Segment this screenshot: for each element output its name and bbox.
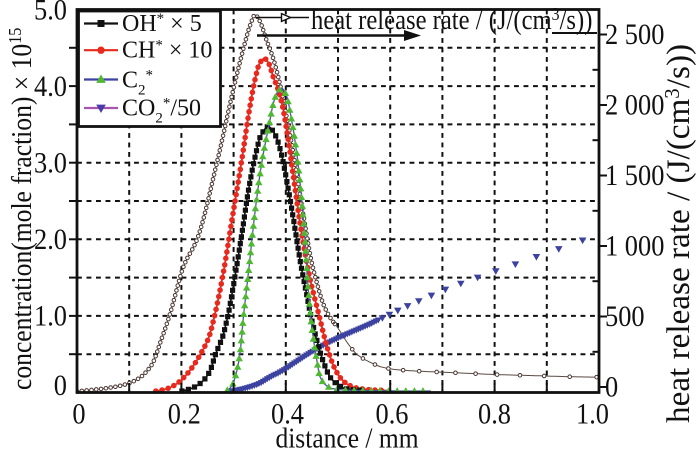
svg-text:3.0: 3.0	[34, 147, 67, 180]
svg-text:CO2*/50: CO2*/50	[122, 96, 201, 127]
svg-text:5.0: 5.0	[34, 0, 67, 27]
svg-text:0: 0	[54, 370, 67, 403]
svg-text:0: 0	[605, 371, 618, 404]
svg-text:0.4: 0.4	[271, 398, 304, 431]
svg-text:distance / mm: distance / mm	[275, 422, 418, 451]
svg-text:1 000: 1 000	[605, 230, 664, 263]
svg-text:2 500: 2 500	[605, 18, 664, 51]
svg-text:heat release rate / (J/(cm3/s): heat release rate / (J/(cm3/s))	[660, 44, 697, 423]
svg-text:4.0: 4.0	[34, 70, 67, 103]
svg-text:1 500: 1 500	[605, 159, 664, 192]
svg-text:0.8: 0.8	[478, 398, 511, 431]
svg-text:heat release rate / (J/(cm3/s): heat release rate / (J/(cm3/s))	[311, 4, 592, 35]
svg-text:500: 500	[605, 300, 645, 333]
svg-text:0.6: 0.6	[376, 398, 409, 431]
svg-text:0.2: 0.2	[168, 398, 201, 431]
svg-text:CH* × 10: CH* × 10	[122, 38, 212, 64]
svg-text:1.0: 1.0	[576, 398, 609, 431]
svg-text:2.0: 2.0	[34, 223, 67, 256]
svg-text:2 000: 2 000	[605, 89, 664, 122]
svg-text:0: 0	[72, 398, 85, 431]
svg-text:1.0: 1.0	[34, 300, 67, 333]
svg-text:OH* × 5: OH* × 5	[122, 11, 202, 37]
svg-text:concentration(mole fraction) ×: concentration(mole fraction) × 1015	[5, 28, 37, 390]
